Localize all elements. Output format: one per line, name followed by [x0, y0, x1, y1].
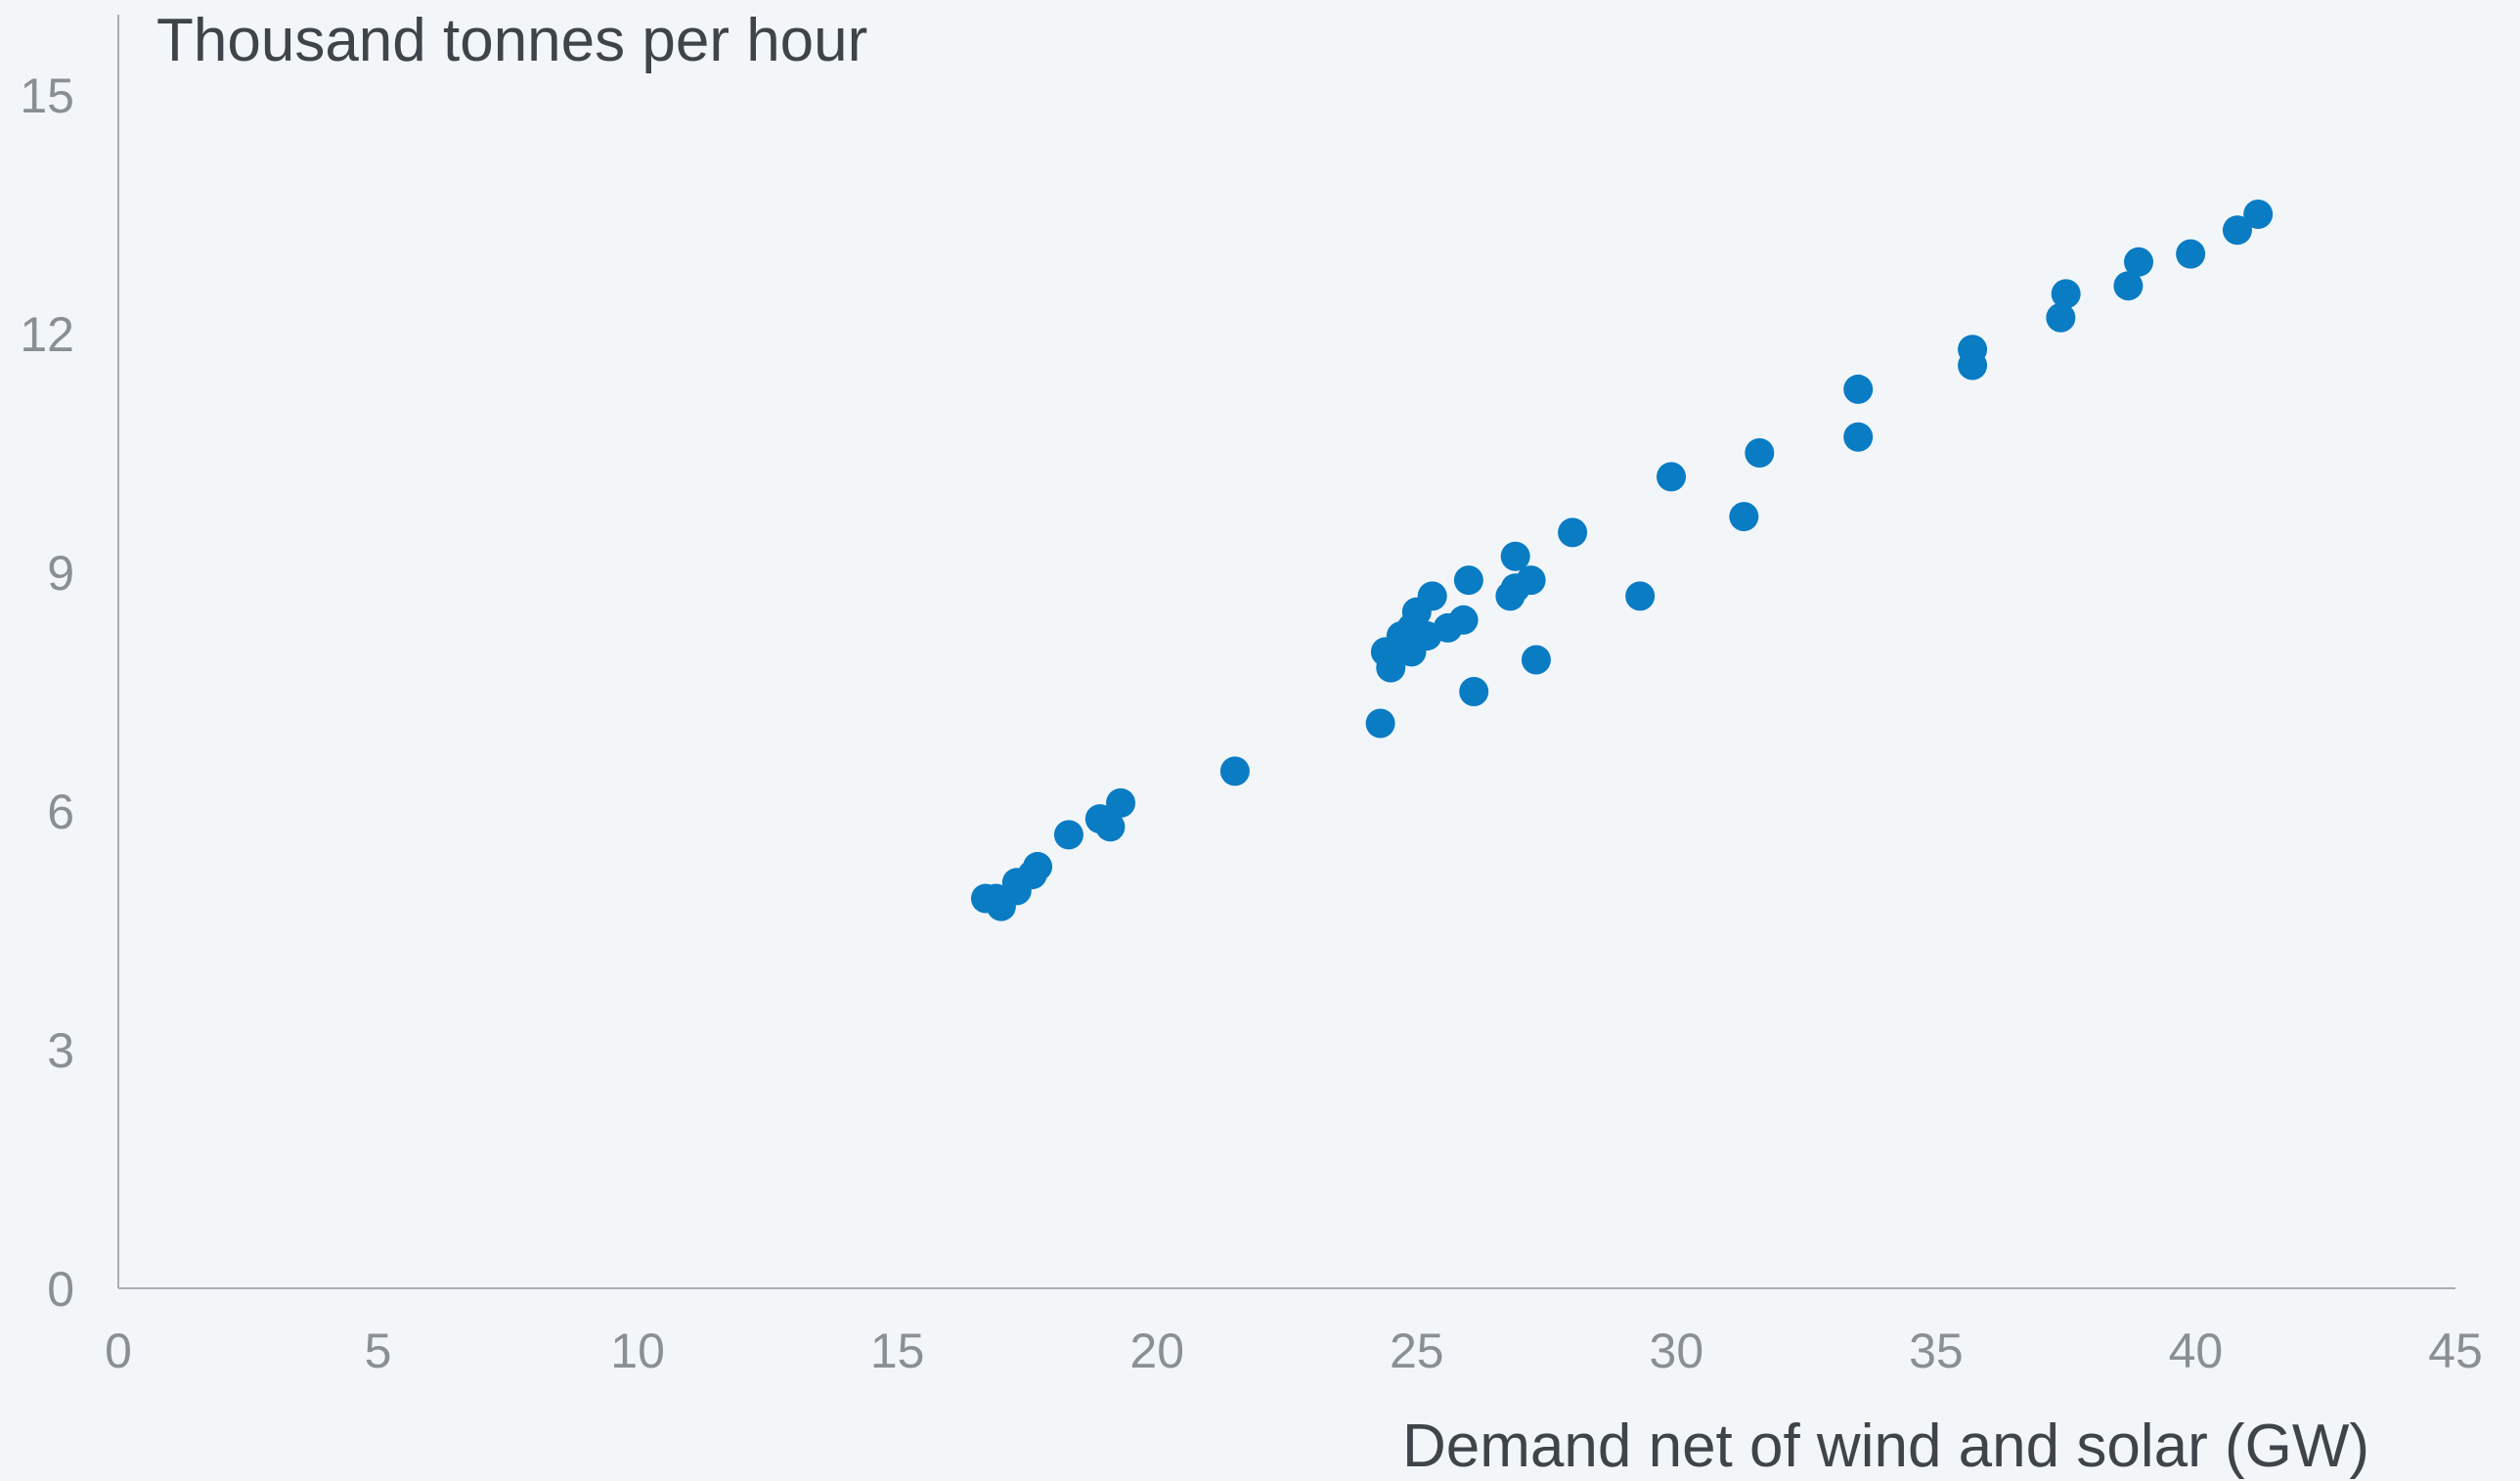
data-point	[2051, 279, 2081, 309]
x-tick-label: 0	[105, 1324, 132, 1378]
data-point	[1500, 541, 1530, 571]
x-axis-title: Demand net of wind and solar (GW)	[1402, 1413, 2369, 1480]
data-point	[1558, 517, 1588, 548]
y-tick-labels: 0 3 6 9 12 15	[20, 68, 74, 1317]
y-tick-label: 3	[47, 1023, 74, 1078]
data-point	[1448, 605, 1479, 635]
data-point	[1657, 462, 1687, 492]
data-point	[2222, 215, 2252, 246]
x-tick-label: 35	[1909, 1324, 1964, 1378]
data-point	[1106, 787, 1136, 818]
data-point	[1745, 438, 1775, 468]
x-tick-label: 5	[365, 1324, 392, 1378]
data-point	[2176, 239, 2206, 269]
data-point	[1417, 581, 1447, 611]
data-point	[1053, 820, 1083, 850]
y-tick-label: 9	[47, 546, 74, 601]
data-point	[1365, 708, 1395, 739]
y-tick-label: 0	[47, 1262, 74, 1317]
y-tick-label: 6	[47, 785, 74, 839]
x-tick-labels: 0 5 10 15 20 25 30 35 40 45	[105, 1324, 2483, 1378]
chart-axes	[117, 15, 2455, 1289]
x-tick-label: 45	[2428, 1324, 2483, 1378]
data-point	[1023, 851, 1053, 881]
x-tick-label: 20	[1129, 1324, 1184, 1378]
data-point	[1958, 335, 1988, 365]
data-point	[2046, 302, 2076, 333]
x-tick-label: 40	[2169, 1324, 2224, 1378]
y-axis-title: Thousand tonnes per hour	[156, 7, 867, 74]
data-point	[2243, 200, 2274, 229]
data-points	[970, 200, 2274, 921]
x-tick-label: 10	[610, 1324, 665, 1378]
x-tick-label: 30	[1650, 1324, 1704, 1378]
data-point	[1729, 502, 1759, 532]
data-point	[2113, 271, 2144, 301]
data-point	[2124, 247, 2154, 277]
data-point	[1219, 756, 1250, 786]
x-tick-label: 25	[1390, 1324, 1444, 1378]
data-point	[1521, 645, 1551, 675]
data-point	[1516, 565, 1546, 596]
y-tick-label: 12	[20, 307, 74, 362]
y-tick-label: 15	[20, 68, 74, 123]
data-point	[1843, 374, 1874, 404]
x-tick-label: 15	[870, 1324, 925, 1378]
data-point	[1095, 812, 1126, 842]
data-point	[1453, 565, 1483, 596]
data-point	[1625, 581, 1656, 611]
data-point	[1459, 677, 1489, 706]
data-point	[1843, 422, 1874, 452]
